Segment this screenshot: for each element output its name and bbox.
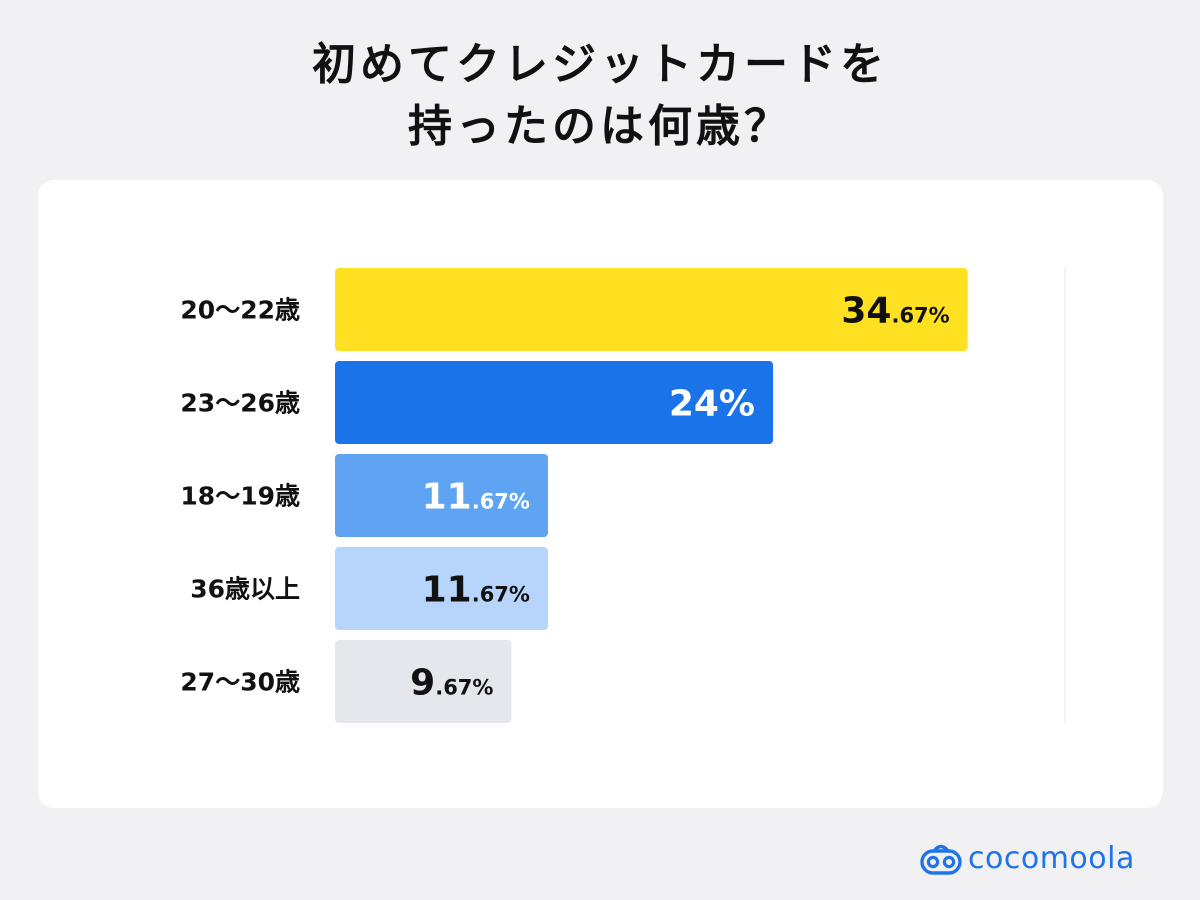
bar-group: 27〜30歳 9.67% — [180, 640, 512, 723]
data-label: 24% — [669, 384, 755, 425]
data-label: 11.67% — [422, 477, 530, 518]
category-label: 18〜19歳 — [180, 482, 300, 511]
data-label: 34.67% — [841, 291, 949, 332]
data-label: 9.67% — [410, 663, 493, 704]
data-label-decimal: .67% — [891, 304, 949, 328]
chart-title: 初めてクレジットカードを 持ったのは何歳？ — [0, 34, 1200, 158]
bar — [335, 547, 548, 630]
chart-title-line-2: 持ったのは何歳？ — [408, 101, 792, 152]
bar — [335, 268, 968, 351]
bar — [335, 361, 773, 444]
data-label-integer: 34 — [841, 291, 891, 332]
bar-group: 36歳以上 11.67% — [190, 547, 548, 630]
data-label-decimal: .67% — [435, 676, 493, 700]
brand-name: cocomoola — [968, 840, 1135, 876]
brand-logo: cocomoola — [920, 836, 1135, 880]
category-label: 27〜30歳 — [180, 668, 300, 697]
chart-title-line-1: 初めてクレジットカードを — [312, 39, 888, 90]
category-label: 20〜22歳 — [180, 296, 300, 325]
bar — [335, 454, 548, 537]
cocomoola-logo-icon — [920, 844, 962, 875]
bar-group: 20〜22歳 34.67% — [180, 268, 968, 351]
bar-group: 18〜19歳 11.67% — [180, 454, 548, 537]
data-label-integer: 11 — [422, 570, 472, 611]
data-label-decimal: .67% — [472, 583, 530, 607]
category-label: 23〜26歳 — [180, 389, 300, 418]
bar-group: 23〜26歳 24% — [180, 361, 773, 444]
data-label-integer: 24% — [669, 384, 755, 425]
data-label-integer: 9 — [410, 663, 435, 704]
category-label: 36歳以上 — [190, 575, 300, 604]
bar-chart: 20〜22歳 34.67%23〜26歳 24%18〜19歳 11.67%36歳以上 11… — [180, 268, 1066, 723]
data-label-decimal: .67% — [472, 490, 530, 514]
chart-card: 20〜22歳 34.67% 23〜26歳 24% 18〜19歳 11.67% 36歳以上 11… — [38, 180, 1163, 808]
bar — [335, 640, 512, 723]
data-label: 11.67% — [422, 570, 530, 611]
data-label-integer: 11 — [422, 477, 472, 518]
